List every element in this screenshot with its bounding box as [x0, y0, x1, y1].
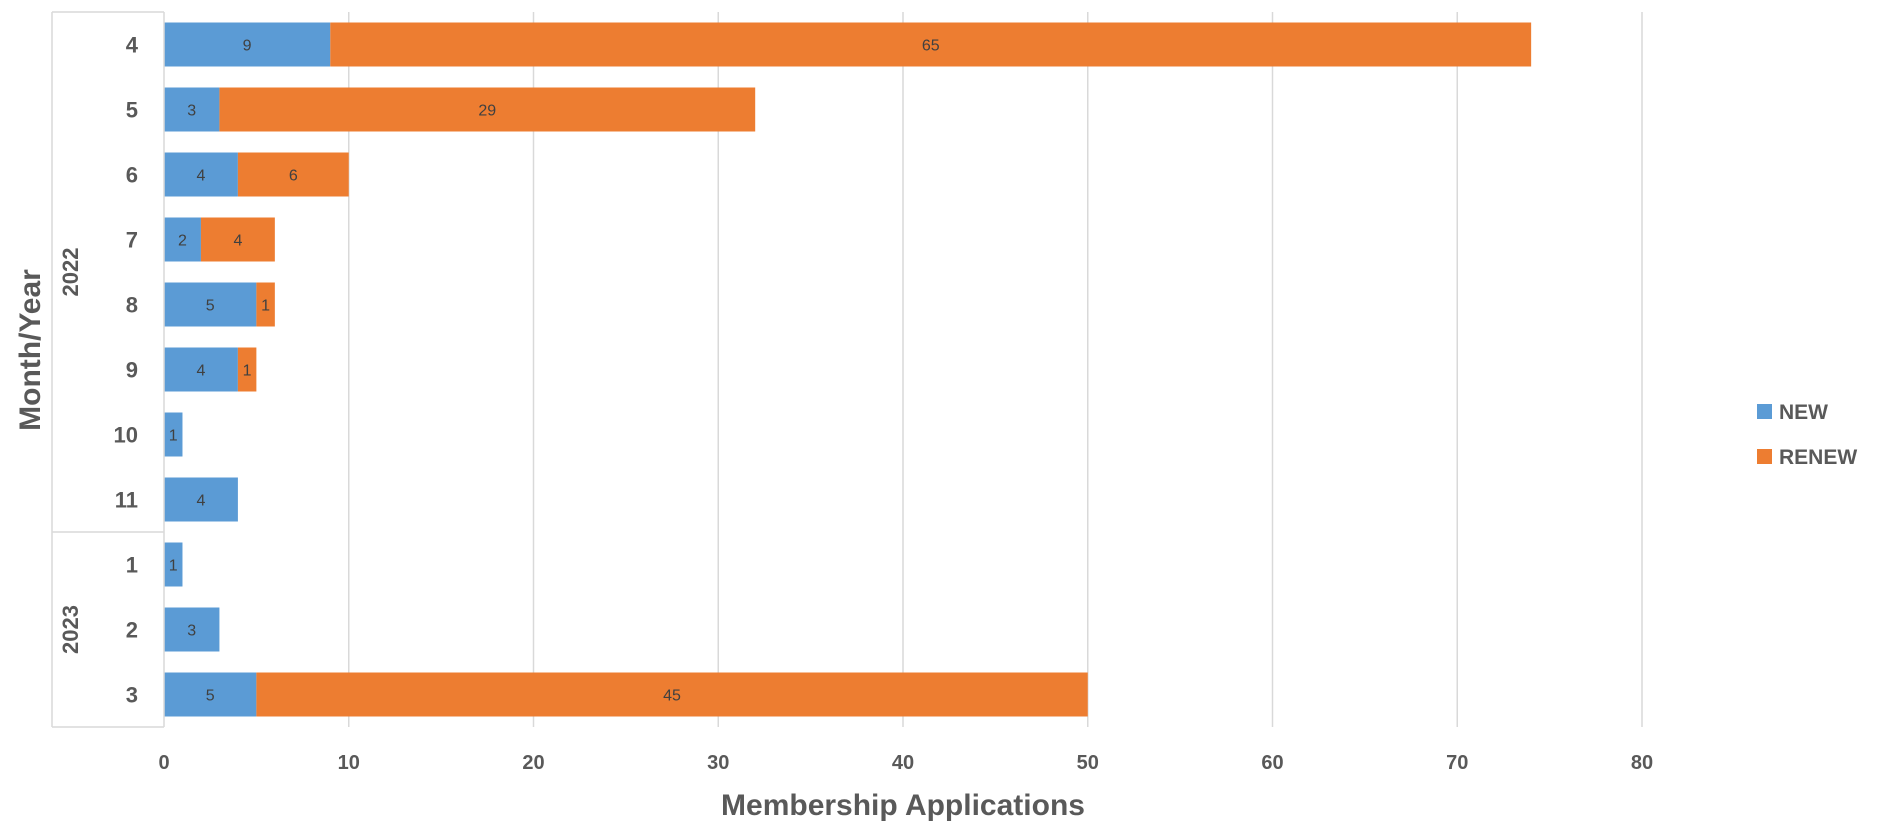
- category-label-2022-11: 11: [115, 488, 138, 513]
- x-tick-label-80: 80: [1631, 752, 1653, 774]
- year-label-2022: 2022: [58, 248, 83, 297]
- data-label-new-2022-10: 1: [169, 428, 178, 445]
- category-label-2023-3: 3: [126, 683, 138, 708]
- bar-new-2023-2: [164, 607, 220, 652]
- category-label-2022-10: 10: [114, 423, 138, 448]
- data-label-new-2022-7: 2: [178, 233, 187, 250]
- data-label-new-2022-6: 4: [196, 168, 205, 185]
- bar-renew-2022-7: [200, 217, 275, 262]
- data-label-new-2022-4: 9: [243, 38, 252, 55]
- data-label-renew-2022-7: 4: [233, 233, 242, 250]
- data-label-new-2022-8: 5: [206, 298, 215, 315]
- x-tick-label-20: 20: [522, 752, 544, 774]
- legend-label-new: NEW: [1779, 401, 1828, 424]
- x-tick-label-0: 0: [158, 752, 169, 774]
- bar-new-2022-11: [164, 477, 238, 522]
- bar-renew-2022-8: [256, 282, 275, 327]
- year-label-2023: 2023: [58, 605, 83, 654]
- bar-renew-2022-5: [219, 87, 756, 132]
- bar-new-2023-3: [164, 672, 257, 717]
- bar-new-2022-4: [164, 22, 331, 67]
- category-label-2023-1: 1: [126, 553, 138, 578]
- bar-renew-2022-9: [237, 347, 257, 392]
- bar-new-2022-6: [164, 152, 238, 197]
- x-tick-label-10: 10: [338, 752, 360, 774]
- legend-label-renew: RENEW: [1779, 446, 1857, 469]
- bar-new-2022-5: [164, 87, 220, 132]
- data-label-renew-2022-9: 1: [243, 363, 252, 380]
- data-label-renew-2022-6: 6: [289, 168, 298, 185]
- bar-renew-2023-3: [256, 672, 1088, 717]
- data-label-new-2022-9: 4: [196, 363, 205, 380]
- category-label-2022-6: 6: [126, 163, 138, 188]
- category-label-2022-4: 4: [126, 33, 139, 58]
- bar-new-2022-7: [164, 217, 201, 262]
- bar-new-2022-10: [164, 412, 183, 457]
- x-tick-label-30: 30: [707, 752, 729, 774]
- data-label-new-2022-5: 3: [187, 103, 196, 120]
- category-label-2022-7: 7: [126, 228, 138, 253]
- x-axis-title: Membership Applications: [721, 789, 1085, 822]
- category-label-2022-9: 9: [126, 358, 138, 383]
- legend-swatch-new: [1757, 404, 1772, 419]
- data-label-renew-2022-4: 65: [922, 38, 940, 55]
- category-label-2023-2: 2: [126, 618, 138, 643]
- data-label-renew-2023-3: 45: [663, 688, 681, 705]
- data-label-new-2023-3: 5: [206, 688, 215, 705]
- legend-swatch-renew: [1757, 449, 1772, 464]
- bar-renew-2022-6: [237, 152, 349, 197]
- y-axis-title: Month/Year: [14, 269, 47, 431]
- data-label-new-2022-11: 4: [196, 493, 205, 510]
- bar-new-2023-1: [164, 542, 183, 587]
- data-label-renew-2022-8: 1: [261, 298, 270, 315]
- bar-new-2022-9: [164, 347, 238, 392]
- x-tick-label-40: 40: [892, 752, 914, 774]
- data-label-new-2023-2: 3: [187, 623, 196, 640]
- category-label-2022-8: 8: [126, 293, 138, 318]
- data-label-renew-2022-5: 29: [478, 103, 496, 120]
- x-tick-label-50: 50: [1077, 752, 1099, 774]
- bar-renew-2022-4: [330, 22, 1532, 67]
- category-label-2022-5: 5: [126, 98, 138, 123]
- x-tick-label-60: 60: [1261, 752, 1283, 774]
- bar-new-2022-8: [164, 282, 257, 327]
- data-label-new-2023-1: 1: [169, 558, 178, 575]
- x-tick-label-70: 70: [1446, 752, 1468, 774]
